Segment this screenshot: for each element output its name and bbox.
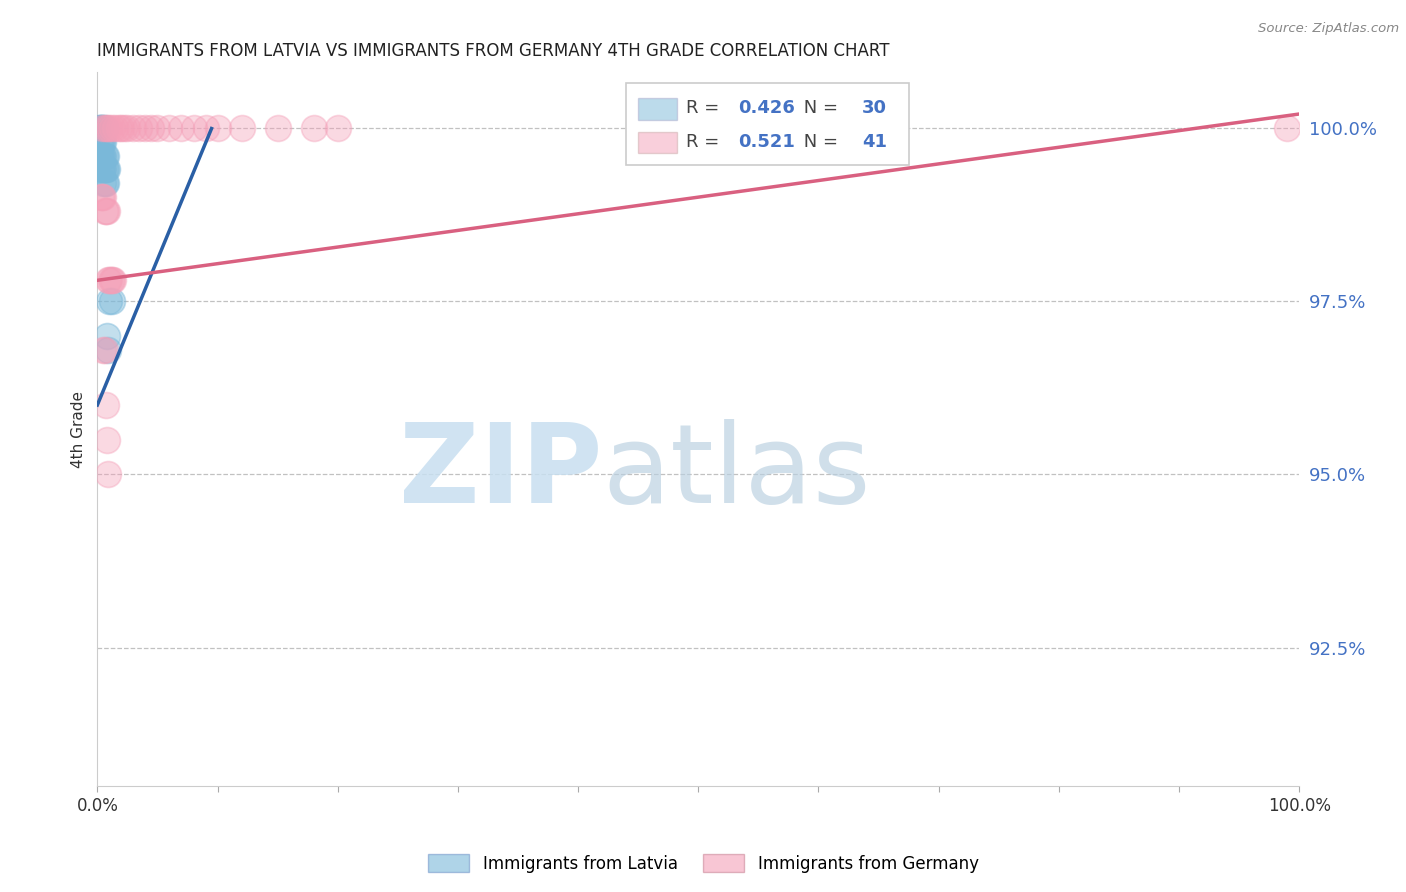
Point [93, 190, 115, 204]
Point [98, 120, 121, 135]
Point [231, 120, 253, 135]
Text: R =: R = [686, 99, 725, 117]
Point [98, 294, 121, 309]
Point [194, 120, 217, 135]
Point [91, 162, 114, 177]
Point [1277, 120, 1299, 135]
Text: ZIP: ZIP [399, 418, 602, 525]
Point [128, 120, 150, 135]
Text: 0.521: 0.521 [738, 133, 794, 151]
Point [146, 120, 169, 135]
Point [94, 176, 117, 190]
Point [90, 148, 112, 162]
Point [96, 433, 118, 447]
Point [266, 120, 288, 135]
Point [91, 148, 114, 162]
Point [100, 294, 122, 309]
Point [90, 135, 112, 149]
Point [326, 120, 349, 135]
Point [183, 120, 205, 135]
Text: atlas: atlas [602, 418, 870, 525]
Point [101, 273, 124, 287]
Text: IMMIGRANTS FROM LATVIA VS IMMIGRANTS FROM GERMANY 4TH GRADE CORRELATION CHART: IMMIGRANTS FROM LATVIA VS IMMIGRANTS FRO… [97, 42, 890, 60]
Point [159, 120, 181, 135]
Point [96, 328, 118, 343]
Point [97, 467, 120, 482]
Point [96, 162, 118, 177]
Point [96, 120, 118, 135]
Point [89, 148, 111, 162]
Point [93, 176, 115, 190]
Point [93, 148, 115, 162]
Point [93, 176, 115, 190]
Text: N =: N = [799, 99, 844, 117]
Point [89, 120, 111, 135]
Point [93, 135, 115, 149]
Point [302, 120, 325, 135]
Point [104, 120, 127, 135]
Point [90, 120, 112, 135]
Point [97, 343, 120, 357]
Point [93, 162, 115, 177]
Point [90, 162, 112, 177]
FancyBboxPatch shape [638, 132, 676, 153]
Point [93, 343, 115, 357]
Point [94, 148, 117, 162]
Point [89, 135, 111, 149]
Point [87, 120, 110, 135]
FancyBboxPatch shape [638, 98, 676, 120]
Point [117, 120, 139, 135]
Point [97, 273, 120, 287]
Text: N =: N = [799, 133, 844, 151]
Point [98, 273, 121, 287]
Point [110, 120, 132, 135]
Point [93, 120, 115, 135]
Text: 41: 41 [862, 133, 887, 151]
Point [100, 120, 122, 135]
Point [170, 120, 193, 135]
Point [93, 343, 115, 357]
Point [100, 273, 122, 287]
Point [90, 190, 112, 204]
Text: Source: ZipAtlas.com: Source: ZipAtlas.com [1258, 22, 1399, 36]
Point [134, 120, 156, 135]
Point [112, 120, 135, 135]
Point [100, 273, 122, 287]
Point [93, 162, 115, 177]
Point [141, 120, 163, 135]
Legend: Immigrants from Latvia, Immigrants from Germany: Immigrants from Latvia, Immigrants from … [420, 847, 986, 880]
FancyBboxPatch shape [626, 83, 908, 165]
Point [91, 190, 114, 204]
Point [93, 120, 115, 135]
Point [91, 120, 114, 135]
Point [91, 135, 114, 149]
Text: R =: R = [686, 133, 725, 151]
Point [93, 120, 115, 135]
Point [94, 204, 117, 219]
Text: 30: 30 [862, 99, 887, 117]
Point [122, 120, 145, 135]
Point [91, 120, 114, 135]
Text: 0.426: 0.426 [738, 99, 794, 117]
Point [207, 120, 229, 135]
Y-axis label: 4th Grade: 4th Grade [72, 391, 86, 467]
Point [94, 162, 117, 177]
Point [108, 120, 131, 135]
Point [96, 204, 118, 219]
Point [87, 148, 110, 162]
Point [93, 204, 115, 219]
Point [93, 148, 115, 162]
Point [94, 398, 117, 412]
